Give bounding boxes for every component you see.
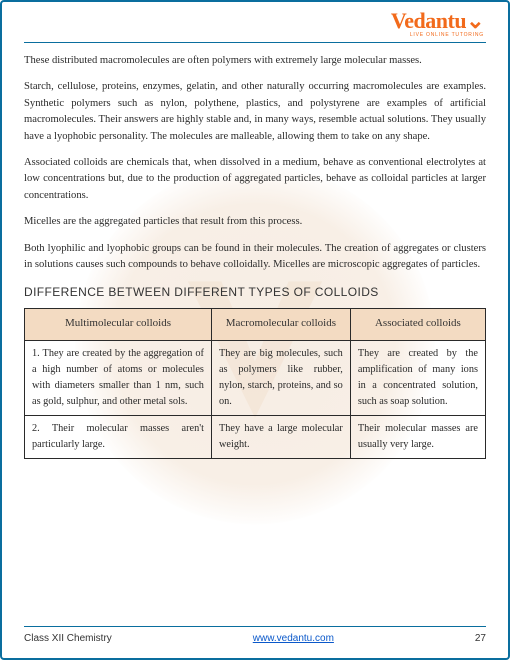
section-title: DIFFERENCE BETWEEN DIFFERENT TYPES OF CO…: [24, 283, 486, 302]
table-cell: Their molecular masses are usually very …: [350, 415, 485, 458]
page-footer: Class XII Chemistry www.vedantu.com 27: [24, 626, 486, 644]
table-cell: They have a large molecular weight.: [211, 415, 350, 458]
table-header: Associated colloids: [350, 309, 485, 341]
table-cell: They are created by the amplification of…: [350, 341, 485, 416]
table-cell: 1. They are created by the aggregation o…: [25, 341, 212, 416]
table-header: Multimolecular colloids: [25, 309, 212, 341]
table-row: 1. They are created by the aggregation o…: [25, 341, 486, 416]
table-cell: 2. Their molecular masses aren't particu…: [25, 415, 212, 458]
paragraph: Associated colloids are chemicals that, …: [24, 155, 486, 204]
paragraph: These distributed macromolecules are oft…: [24, 53, 486, 69]
top-divider: [24, 42, 486, 43]
table-header: Macromolecular colloids: [211, 309, 350, 341]
footer-left: Class XII Chemistry: [24, 633, 112, 644]
paragraph: Starch, cellulose, proteins, enzymes, ge…: [24, 79, 486, 145]
table-header-row: Multimolecular colloids Macromolecular c…: [25, 309, 486, 341]
page: Vedantu⌄ LIVE ONLINE TUTORING These dist…: [0, 0, 510, 660]
page-number: 27: [475, 633, 486, 644]
table-cell: They are big molecules, such as polymers…: [211, 341, 350, 416]
paragraph: Micelles are the aggregated particles th…: [24, 214, 486, 230]
document-body: These distributed macromolecules are oft…: [24, 53, 486, 612]
brand-name: Vedantu⌄: [391, 8, 484, 34]
colloids-table: Multimolecular colloids Macromolecular c…: [24, 308, 486, 459]
footer-link[interactable]: www.vedantu.com: [253, 633, 334, 644]
paragraph: Both lyophilic and lyophobic groups can …: [24, 241, 486, 274]
brand-logo: Vedantu⌄ LIVE ONLINE TUTORING: [391, 8, 484, 38]
table-row: 2. Their molecular masses aren't particu…: [25, 415, 486, 458]
